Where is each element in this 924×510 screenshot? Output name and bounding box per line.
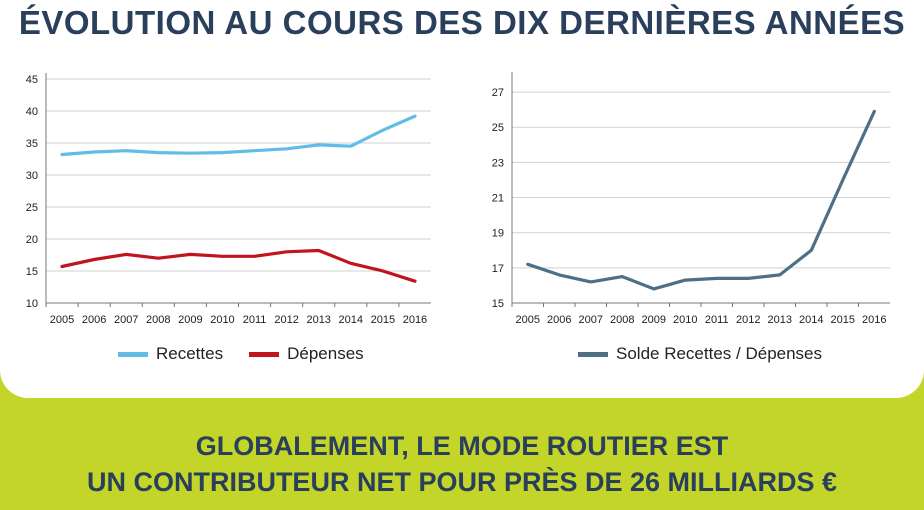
chart2-x-tick-label: 2011 bbox=[705, 314, 729, 326]
chart1-y-tick-label: 25 bbox=[26, 202, 38, 214]
chart2-x-tick-label: 2014 bbox=[799, 314, 823, 326]
chart1-x-tick-label: 2007 bbox=[114, 314, 138, 326]
legend-swatch-recettes bbox=[118, 351, 148, 357]
chart1-x-tick-label: 2010 bbox=[210, 314, 234, 326]
chart2-y-tick-label: 27 bbox=[492, 87, 504, 99]
chart2-x-tick-label: 2012 bbox=[736, 314, 760, 326]
legend-item-recettes: Recettes bbox=[118, 344, 223, 364]
chart2-y-tick-label: 19 bbox=[492, 228, 504, 240]
chart2-x-tick-label: 2013 bbox=[768, 314, 792, 326]
legend-label-recettes: Recettes bbox=[156, 344, 224, 363]
chart2-y-tick-label: 23 bbox=[492, 157, 504, 169]
chart2-x-tick-label: 2009 bbox=[642, 314, 666, 326]
chart2-x-tick-label: 2008 bbox=[610, 314, 634, 326]
chart2-x-tick-label: 2016 bbox=[862, 314, 886, 326]
chart2-y-tick-label: 25 bbox=[492, 122, 504, 134]
chart-panel bbox=[0, 0, 924, 398]
legend-chart-2: Solde Recettes / Dépenses bbox=[578, 344, 848, 364]
conclusion-line-1: GLOBALEMENT, LE MODE ROUTIER EST bbox=[195, 431, 729, 461]
chart1-y-tick-label: 10 bbox=[26, 298, 38, 310]
legend-chart-1: Recettes Dépenses bbox=[118, 344, 390, 364]
chart1-x-tick-label: 2014 bbox=[339, 314, 363, 326]
chart1-x-tick-label: 2016 bbox=[403, 314, 427, 326]
chart1-y-tick-label: 35 bbox=[26, 138, 38, 150]
legend-swatch-depenses bbox=[249, 351, 280, 357]
chart2-series-line-0 bbox=[526, 109, 876, 291]
chart2-x-tick-label: 2006 bbox=[547, 314, 571, 326]
chart1-series-line-1 bbox=[60, 248, 417, 283]
legend-item-depenses: Dépenses bbox=[249, 344, 364, 364]
chart1-y-tick-label: 30 bbox=[26, 170, 38, 182]
chart1-x-tick-label: 2012 bbox=[274, 314, 298, 326]
legend-item-solde: Solde Recettes / Dépenses bbox=[578, 344, 822, 364]
chart2-y-tick-label: 15 bbox=[492, 298, 504, 310]
chart1-y-tick-label: 15 bbox=[26, 266, 38, 278]
legend-label-solde: Solde Recettes / Dépenses bbox=[616, 344, 823, 363]
chart-revenue-expenses: 10 15 20 25 30 35 40 45 2005 2006 2007 2008 2009 2010… bbox=[26, 73, 431, 326]
page-title: ÉVOLUTION AU COURS DES DIX DERNIÈRES ANN… bbox=[18, 4, 906, 41]
chart1-series-line-0 bbox=[60, 114, 417, 157]
chart1-y-tick-label: 45 bbox=[26, 74, 38, 86]
chart2-y-tick-label: 21 bbox=[492, 193, 504, 205]
chart2-x-tick-label: 2005 bbox=[516, 314, 540, 326]
chart2-y-tick-label: 17 bbox=[492, 263, 504, 275]
legend-label-depenses: Dépenses bbox=[287, 344, 364, 363]
chart1-x-tick-label: 2009 bbox=[178, 314, 202, 326]
conclusion-banner: GLOBALEMENT, LE MODE ROUTIER EST UN CONT… bbox=[0, 428, 924, 500]
chart2-x-tick-label: 2010 bbox=[673, 314, 697, 326]
chart1-x-tick-label: 2008 bbox=[146, 314, 170, 326]
chart1-y-tick-label: 20 bbox=[26, 234, 38, 246]
chart1-x-tick-label: 2011 bbox=[243, 314, 267, 326]
chart1-x-tick-label: 2005 bbox=[50, 314, 74, 326]
chart-balance: 15 17 19 21 23 25 27 2005 2006 2007 2008 2009 2010 20… bbox=[492, 72, 890, 326]
chart1-x-tick-label: 2013 bbox=[306, 314, 330, 326]
legend-swatch-solde bbox=[578, 351, 608, 357]
chart1-x-tick-label: 2006 bbox=[82, 314, 106, 326]
chart2-x-tick-label: 2007 bbox=[579, 314, 603, 326]
conclusion-line-2: UN CONTRIBUTEUR NET POUR PRÈS DE 26 MILL… bbox=[86, 467, 838, 497]
chart2-x-tick-label: 2015 bbox=[831, 314, 855, 326]
chart1-x-tick-label: 2015 bbox=[371, 314, 395, 326]
chart1-y-tick-label: 40 bbox=[26, 106, 38, 118]
